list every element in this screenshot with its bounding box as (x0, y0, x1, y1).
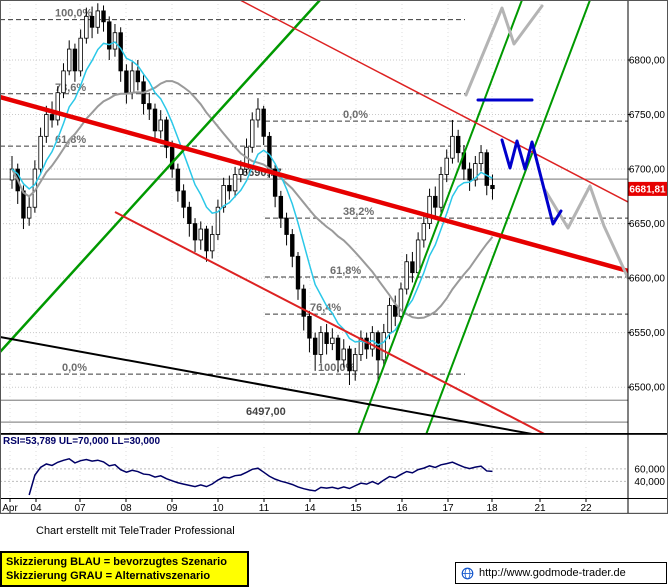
svg-text:11: 11 (259, 503, 270, 514)
svg-text:0,0%: 0,0% (343, 109, 368, 121)
green-channel-right (425, 0, 591, 433)
svg-text:6500,00: 6500,00 (629, 383, 666, 394)
svg-text:6681,81: 6681,81 (629, 184, 666, 195)
svg-text:6650,00: 6650,00 (629, 219, 666, 230)
legend-line-gray: Skizzierung GRAU = Alternativszenario (6, 570, 211, 582)
svg-text:38,2%: 38,2% (343, 206, 374, 218)
sma-line (11, 80, 494, 320)
svg-text:6600,00: 6600,00 (629, 274, 666, 285)
legend-line-blue: Skizzierung BLAU = bevorzugtes Szenario (6, 556, 227, 568)
chart-credit: Chart erstellt mit TeleTrader Profession… (36, 525, 235, 537)
svg-text:6750,00: 6750,00 (629, 110, 666, 121)
green-uptrend-major (0, 0, 321, 353)
scenario-legend: Skizzierung BLAU = bevorzugtes Szenario … (0, 551, 249, 587)
black-downtrend (0, 336, 533, 433)
svg-text:100,0%: 100,0% (318, 362, 356, 374)
globe-icon (461, 567, 474, 579)
svg-text:6550,00: 6550,00 (629, 328, 666, 339)
svg-text:61,8%: 61,8% (55, 134, 86, 146)
last-price-badge: 6681,81 (628, 181, 668, 196)
svg-text:76,4%: 76,4% (310, 302, 341, 314)
svg-text:10: 10 (212, 503, 224, 514)
svg-text:04: 04 (30, 503, 42, 514)
trendlines-layer (0, 0, 628, 433)
scenario-layer (464, 4, 628, 280)
svg-text:60,000: 60,000 (634, 464, 665, 475)
panel-separator (0, 433, 668, 435)
red-major-downtrend (0, 94, 628, 274)
price-chart[interactable]: 6690,776497,00100,0%78,6%61,8%0,0%38,2%6… (0, 0, 668, 514)
x-axis-labels: Apr 04 07 08 09 10 11 14 15 16 17 18 21 22 (2, 498, 592, 514)
svg-text:Apr: Apr (2, 503, 18, 514)
red-channel-lower (114, 211, 545, 433)
svg-text:16: 16 (396, 503, 408, 514)
svg-text:08: 08 (120, 503, 132, 514)
svg-text:6700,00: 6700,00 (629, 165, 666, 176)
website-link[interactable]: http://www.godmode-trader.de (455, 562, 667, 584)
website-url: http://www.godmode-trader.de (479, 567, 626, 579)
svg-text:6800,00: 6800,00 (629, 55, 666, 66)
svg-text:0,0%: 0,0% (62, 362, 87, 374)
svg-text:07: 07 (74, 503, 86, 514)
fibonacci-layer: 100,0%78,6%61,8%0,0%38,2%61,8%76,4%0,0% 1… (0, 8, 628, 375)
svg-text:RSI=53,789 UL=70,000 LL=30,000: RSI=53,789 UL=70,000 LL=30,000 (3, 436, 160, 447)
y-axis-area (628, 0, 668, 514)
svg-text:18: 18 (486, 503, 498, 514)
blue-preferred-path (500, 138, 563, 226)
svg-text:6497,00: 6497,00 (246, 406, 286, 418)
rsi-panel: RSI=53,789 UL=70,000 LL=30,000 60,000 40,0… (0, 436, 665, 496)
red-channel-upper (239, 0, 628, 203)
svg-text:15: 15 (350, 503, 362, 514)
svg-text:09: 09 (166, 503, 178, 514)
gray-alt-top-path (464, 4, 544, 97)
candles-layer (9, 3, 495, 386)
svg-text:22: 22 (580, 503, 592, 514)
svg-text:40,000: 40,000 (634, 477, 665, 488)
gray-alt-right-path (543, 184, 628, 280)
svg-text:21: 21 (534, 503, 546, 514)
svg-text:17: 17 (442, 503, 454, 514)
svg-text:61,8%: 61,8% (330, 265, 361, 277)
svg-text:14: 14 (304, 503, 316, 514)
rsi-line (28, 457, 493, 496)
svg-text:100,0%: 100,0% (55, 8, 93, 20)
